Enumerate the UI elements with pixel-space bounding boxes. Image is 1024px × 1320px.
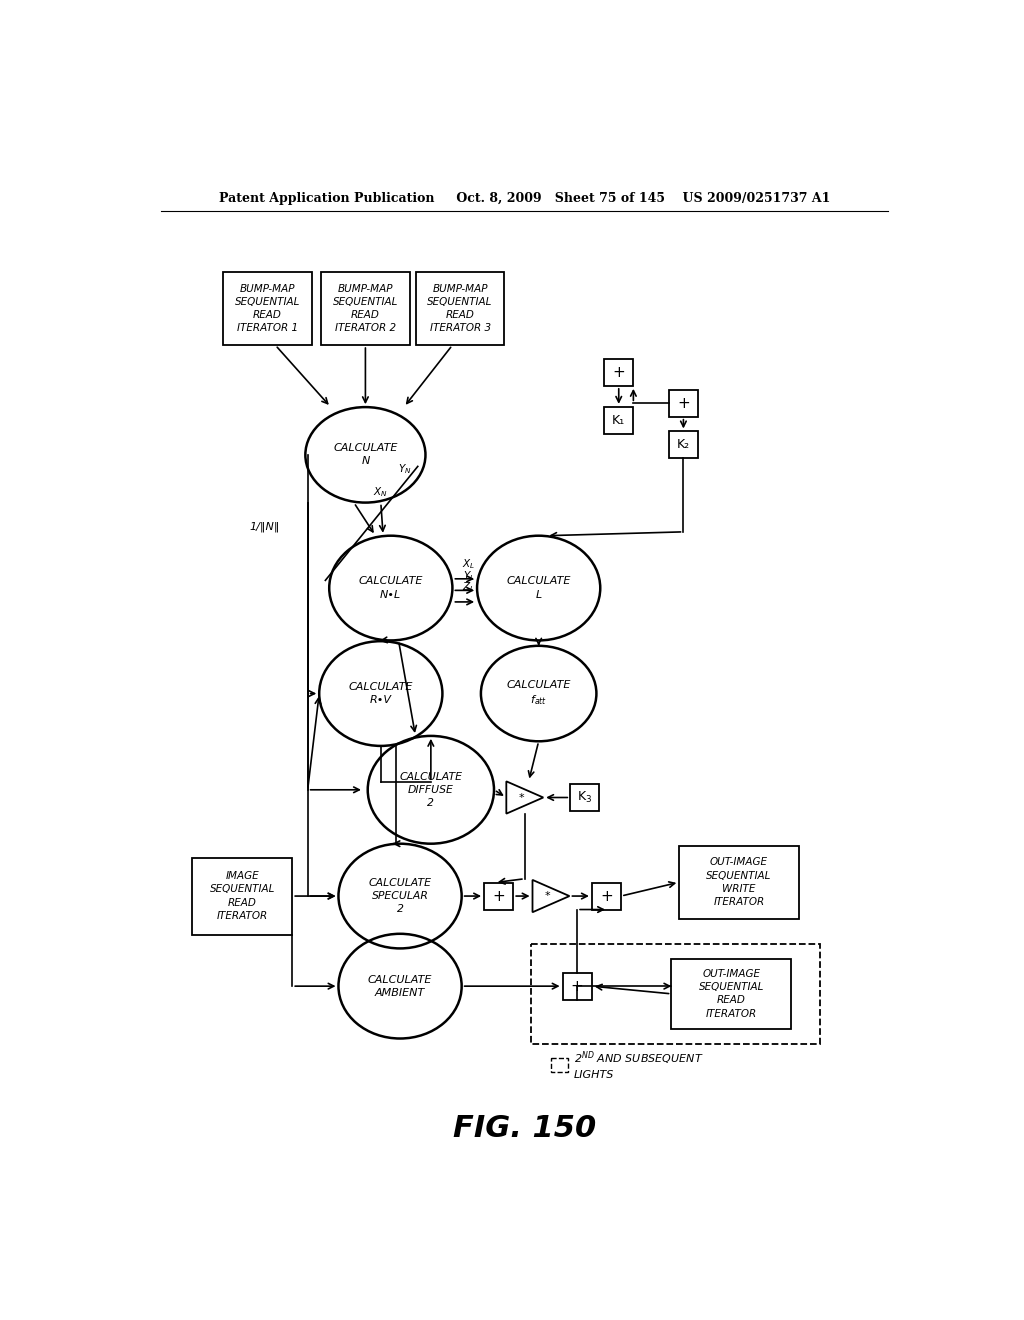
Bar bbox=[672, 960, 791, 1028]
Text: BUMP-MAP
SEQUENTIAL
READ
ITERATOR 3: BUMP-MAP SEQUENTIAL READ ITERATOR 3 bbox=[427, 284, 493, 334]
Text: IMAGE
SEQUENTIAL
READ
ITERATOR: IMAGE SEQUENTIAL READ ITERATOR bbox=[210, 871, 274, 921]
Bar bbox=[551, 1057, 568, 1072]
Text: CALCULATE
f$_{att}$: CALCULATE f$_{att}$ bbox=[507, 680, 570, 708]
Bar bbox=[679, 846, 799, 919]
Text: +: + bbox=[612, 364, 625, 380]
Bar bbox=[669, 432, 698, 458]
Text: X$_L$: X$_L$ bbox=[462, 557, 475, 572]
Text: Patent Application Publication     Oct. 8, 2009   Sheet 75 of 145    US 2009/025: Patent Application Publication Oct. 8, 2… bbox=[219, 191, 830, 205]
Text: *: * bbox=[545, 891, 550, 902]
Text: X$_N$: X$_N$ bbox=[373, 484, 388, 499]
Text: CALCULATE
N•L: CALCULATE N•L bbox=[358, 577, 423, 599]
Text: Y$_L$: Y$_L$ bbox=[463, 569, 474, 582]
Text: 1/‖N‖: 1/‖N‖ bbox=[250, 521, 281, 532]
Bar bbox=[484, 883, 513, 909]
Text: BUMP-MAP
SEQUENTIAL
READ
ITERATOR 2: BUMP-MAP SEQUENTIAL READ ITERATOR 2 bbox=[333, 284, 398, 334]
Bar bbox=[322, 272, 410, 345]
Bar bbox=[604, 407, 634, 434]
Text: K₂: K₂ bbox=[677, 438, 690, 451]
Text: +: + bbox=[600, 888, 612, 904]
Text: *: * bbox=[518, 792, 524, 803]
Text: CALCULATE
N: CALCULATE N bbox=[333, 444, 397, 466]
Bar bbox=[669, 389, 698, 417]
Text: +: + bbox=[493, 888, 505, 904]
Bar bbox=[531, 944, 819, 1044]
Bar bbox=[193, 858, 292, 935]
Text: OUT-IMAGE
SEQUENTIAL
WRITE
ITERATOR: OUT-IMAGE SEQUENTIAL WRITE ITERATOR bbox=[707, 858, 771, 907]
Text: CALCULATE
DIFFUSE
2: CALCULATE DIFFUSE 2 bbox=[399, 772, 463, 808]
Text: CALCULATE
AMBIENT: CALCULATE AMBIENT bbox=[368, 974, 432, 998]
Bar bbox=[570, 784, 599, 810]
Text: +: + bbox=[570, 978, 584, 994]
Text: BUMP-MAP
SEQUENTIAL
READ
ITERATOR 1: BUMP-MAP SEQUENTIAL READ ITERATOR 1 bbox=[234, 284, 300, 334]
Bar bbox=[592, 883, 621, 909]
Bar bbox=[416, 272, 505, 345]
Text: OUT-IMAGE
SEQUENTIAL
READ
ITERATOR: OUT-IMAGE SEQUENTIAL READ ITERATOR bbox=[698, 969, 764, 1019]
Text: Y$_N$: Y$_N$ bbox=[397, 462, 412, 475]
Text: CALCULATE
SPECULAR
2: CALCULATE SPECULAR 2 bbox=[369, 878, 431, 915]
Text: CALCULATE
R•V: CALCULATE R•V bbox=[348, 682, 413, 705]
Text: FIG. 150: FIG. 150 bbox=[454, 1114, 596, 1143]
Text: +: + bbox=[677, 396, 690, 411]
Bar bbox=[223, 272, 312, 345]
Bar bbox=[562, 973, 592, 999]
Text: Z$_L$: Z$_L$ bbox=[462, 581, 475, 594]
Bar bbox=[604, 359, 634, 385]
Text: CALCULATE
L: CALCULATE L bbox=[507, 577, 570, 599]
Text: 2$^{ND}$ AND SUBSEQUENT
LIGHTS: 2$^{ND}$ AND SUBSEQUENT LIGHTS bbox=[574, 1049, 703, 1080]
Text: K₁: K₁ bbox=[612, 413, 626, 426]
Text: K$_3$: K$_3$ bbox=[578, 789, 593, 805]
